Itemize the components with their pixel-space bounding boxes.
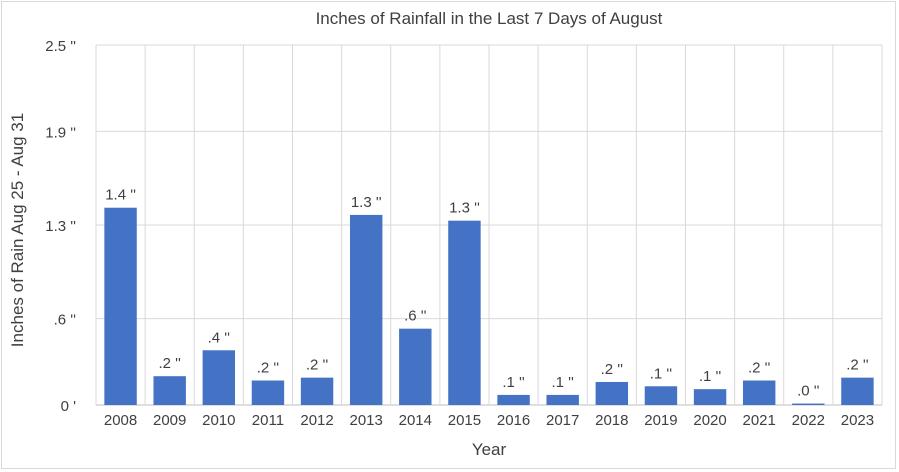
data-label-2022: .0 '' xyxy=(797,383,820,400)
chart-title: Inches of Rainfall in the Last 7 Days of… xyxy=(316,9,663,28)
x-tick-label: 2013 xyxy=(350,412,383,429)
x-axis-title: Year xyxy=(472,440,507,459)
data-label-2016: .1 '' xyxy=(502,374,525,391)
x-tick-label: 2010 xyxy=(202,412,235,429)
bar-2010 xyxy=(202,350,236,405)
data-label-2023: .2 '' xyxy=(846,357,869,374)
x-tick-label: 2021 xyxy=(743,412,776,429)
x-tick-label: 2019 xyxy=(644,412,677,429)
y-axis-title: Inches of Rain Aug 25 - Aug 31 xyxy=(8,113,27,347)
y-axis-ticks: 0 ' .6 '' 1.3 '' 1.9 '' 2.5 '' xyxy=(45,38,76,415)
bar-2009 xyxy=(153,376,186,405)
data-label-2018: .2 '' xyxy=(601,361,624,378)
data-label-2020: .1 '' xyxy=(699,368,722,385)
x-tick-label: 2015 xyxy=(448,412,481,429)
x-tick-label: 2022 xyxy=(792,412,825,429)
bar-2023 xyxy=(841,377,874,405)
data-label-2009: .2 '' xyxy=(158,355,181,372)
bar-2017 xyxy=(546,394,579,405)
data-label-2013: 1.3 '' xyxy=(351,194,382,211)
x-tick-label: 2012 xyxy=(300,412,333,429)
x-tick-label: 2018 xyxy=(595,412,628,429)
bar-2011 xyxy=(251,380,285,405)
bars xyxy=(104,207,874,405)
data-label-2015: 1.3 '' xyxy=(449,200,480,217)
bar-2008 xyxy=(104,207,137,405)
data-label-2010: .4 '' xyxy=(208,329,231,346)
y-tick-label: 1.3 '' xyxy=(45,218,76,235)
data-label-2019: .1 '' xyxy=(650,365,673,382)
bar-2015 xyxy=(448,220,481,405)
bar-2016 xyxy=(497,394,530,405)
data-label-2017: .1 '' xyxy=(551,374,574,391)
y-tick-label: 1.9 '' xyxy=(45,124,76,141)
x-tick-label: 2017 xyxy=(546,412,579,429)
data-label-2012: .2 '' xyxy=(306,357,329,374)
bar-2012 xyxy=(300,377,334,405)
x-tick-label: 2014 xyxy=(399,412,432,429)
y-tick-label: .6 '' xyxy=(54,312,77,329)
data-label-2008: 1.4 '' xyxy=(105,187,136,204)
x-tick-label: 2008 xyxy=(104,412,137,429)
bar-2022 xyxy=(792,403,825,405)
bar-2018 xyxy=(595,381,629,405)
x-tick-label: 2020 xyxy=(693,412,726,429)
data-label-2011: .2 '' xyxy=(257,360,280,377)
bar-2013 xyxy=(349,214,383,405)
data-label-2021: .2 '' xyxy=(748,360,771,377)
y-tick-label: 0 ' xyxy=(61,398,77,415)
bar-2021 xyxy=(742,380,776,405)
bar-2020 xyxy=(693,389,727,405)
bar-data-labels: 1.4 '' .2 '' .4 '' .2 '' .2 '' 1.3 '' .6 '' 1.3… xyxy=(105,187,869,400)
y-tick-label: 2.5 '' xyxy=(45,38,76,55)
x-tick-label: 2023 xyxy=(841,412,874,429)
data-label-2014: .6 '' xyxy=(404,308,427,325)
x-axis-ticks: 2008 2009 2010 2011 2012 2013 2014 2015 2016 2017… xyxy=(104,412,874,429)
x-tick-label: 2009 xyxy=(153,412,186,429)
bar-2019 xyxy=(644,386,678,405)
x-tick-label: 2016 xyxy=(497,412,530,429)
bar-2014 xyxy=(399,328,432,405)
x-tick-label: 2011 xyxy=(252,412,284,429)
